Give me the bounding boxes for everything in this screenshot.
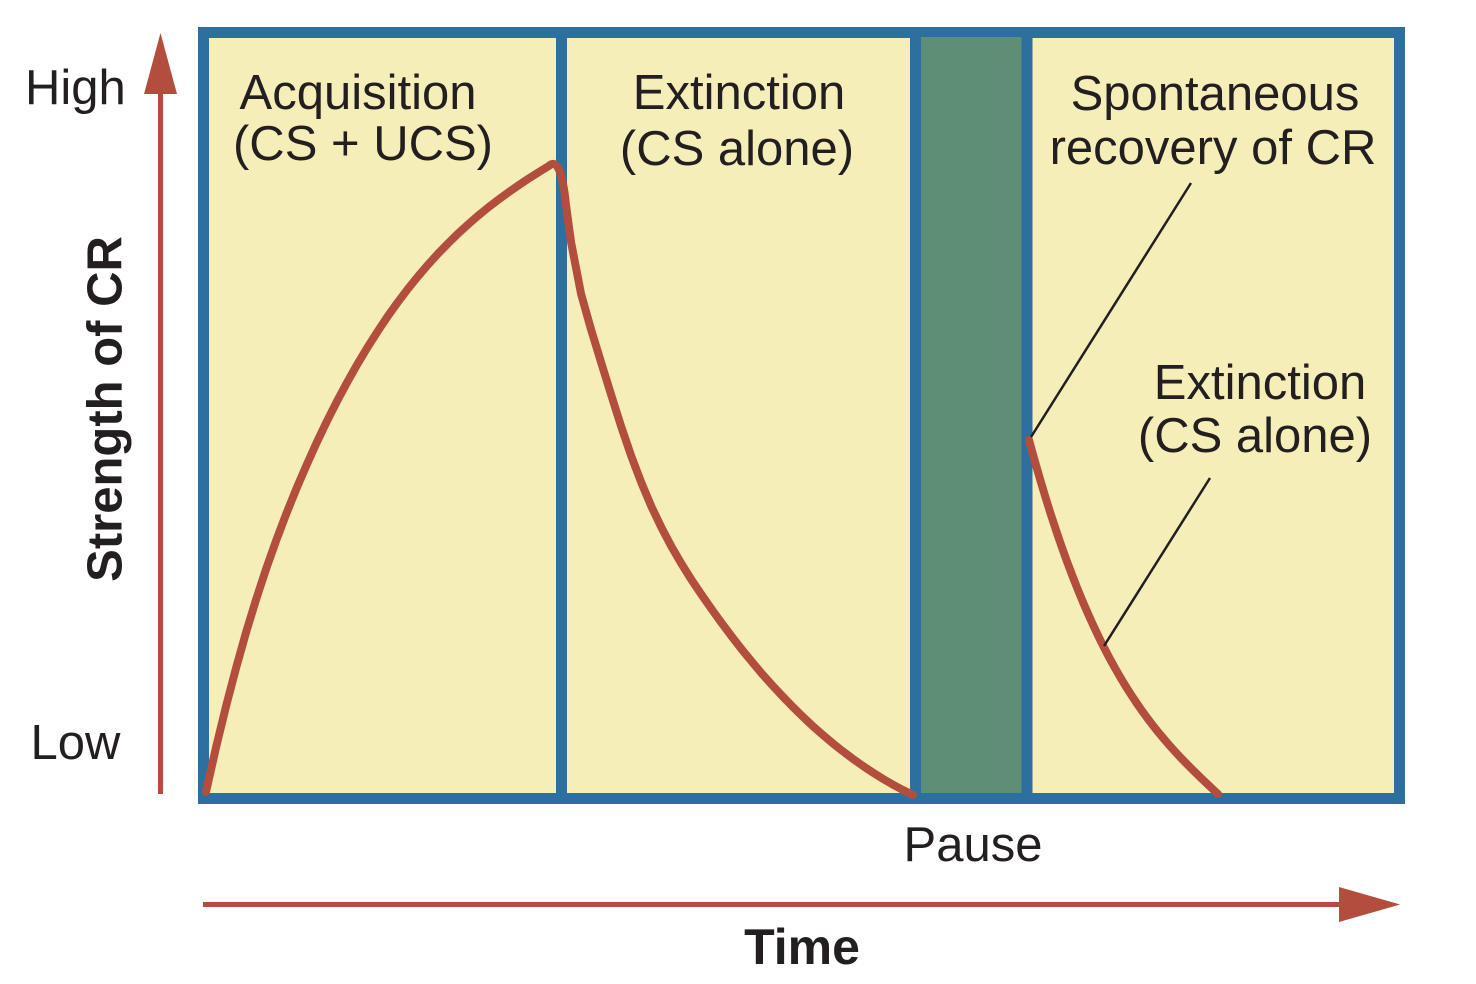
svg-text:recovery of CR: recovery of CR [1050, 121, 1377, 175]
svg-text:(CS alone): (CS alone) [620, 122, 854, 176]
svg-text:High: High [25, 61, 126, 115]
svg-text:Pause: Pause [904, 818, 1043, 872]
svg-text:Time: Time [744, 919, 860, 975]
svg-text:Strength of CR: Strength of CR [79, 236, 133, 582]
svg-text:Acquisition: Acquisition [240, 66, 477, 120]
svg-text:(CS alone): (CS alone) [1138, 409, 1372, 463]
svg-text:Extinction: Extinction [633, 66, 845, 120]
svg-text:Low: Low [31, 716, 122, 770]
svg-text:Extinction: Extinction [1154, 356, 1366, 410]
svg-text:(CS + UCS): (CS + UCS) [233, 117, 493, 171]
svg-text:Spontaneous: Spontaneous [1071, 67, 1360, 121]
